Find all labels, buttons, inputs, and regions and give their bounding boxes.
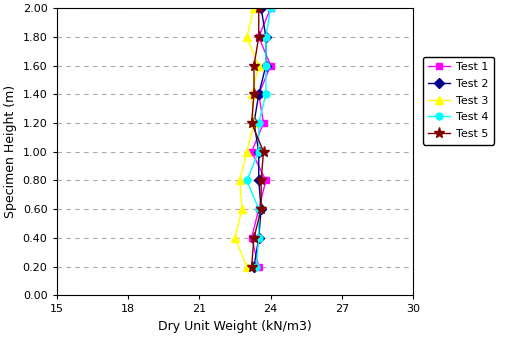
Test 5 [249, 121, 255, 125]
Line: Test 1: Test 1 [248, 5, 274, 270]
Test 2 [258, 207, 264, 211]
Test 2 [251, 121, 257, 125]
Y-axis label: Specimen Height (m): Specimen Height (m) [4, 85, 17, 218]
Test 2 [251, 265, 257, 269]
Test 5 [258, 207, 264, 211]
Test 5 [251, 64, 257, 68]
Test 4 [268, 6, 274, 10]
Legend: Test 1, Test 2, Test 3, Test 4, Test 5: Test 1, Test 2, Test 3, Test 4, Test 5 [422, 57, 494, 145]
Line: Test 3: Test 3 [231, 4, 263, 271]
Test 3 [251, 121, 257, 125]
Test 2 [263, 64, 269, 68]
Test 1 [263, 178, 269, 182]
Test 3 [244, 35, 250, 39]
Test 3 [236, 178, 243, 182]
Test 3 [251, 6, 257, 10]
X-axis label: Dry Unit Weight (kN/m3): Dry Unit Weight (kN/m3) [158, 320, 312, 333]
Test 1 [255, 92, 262, 96]
Test 4 [263, 35, 269, 39]
Test 3 [255, 64, 262, 68]
Test 1 [268, 64, 274, 68]
Test 2 [255, 236, 262, 240]
Test 1 [249, 236, 255, 240]
Line: Test 2: Test 2 [251, 5, 269, 270]
Test 4 [263, 64, 269, 68]
Test 4 [255, 207, 262, 211]
Test 3 [244, 150, 250, 154]
Test 2 [255, 150, 262, 154]
Test 3 [244, 265, 250, 269]
Test 1 [255, 35, 262, 39]
Test 5 [249, 265, 255, 269]
Test 1 [249, 150, 255, 154]
Line: Test 4: Test 4 [243, 5, 274, 270]
Test 2 [263, 35, 269, 39]
Test 5 [260, 150, 267, 154]
Test 1 [268, 6, 274, 10]
Test 4 [255, 236, 262, 240]
Line: Test 5: Test 5 [246, 3, 269, 272]
Test 5 [255, 35, 262, 39]
Test 4 [263, 92, 269, 96]
Test 5 [251, 92, 257, 96]
Test 2 [255, 178, 262, 182]
Test 5 [258, 178, 264, 182]
Test 3 [239, 207, 245, 211]
Test 4 [244, 178, 250, 182]
Test 2 [255, 92, 262, 96]
Test 3 [232, 236, 238, 240]
Test 5 [251, 236, 257, 240]
Test 4 [255, 150, 262, 154]
Test 1 [255, 207, 262, 211]
Test 3 [249, 92, 255, 96]
Test 5 [255, 6, 262, 10]
Test 1 [260, 121, 267, 125]
Test 4 [253, 265, 260, 269]
Test 4 [255, 121, 262, 125]
Test 2 [258, 6, 264, 10]
Test 1 [255, 265, 262, 269]
